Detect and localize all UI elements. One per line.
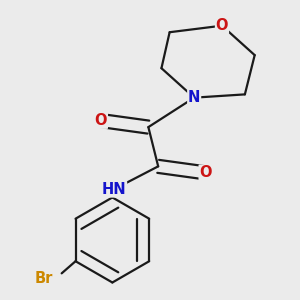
Text: Br: Br: [34, 271, 53, 286]
Text: N: N: [188, 90, 200, 105]
Text: O: O: [216, 18, 228, 33]
Text: O: O: [200, 165, 212, 180]
Text: O: O: [95, 113, 107, 128]
Text: HN: HN: [102, 182, 126, 197]
